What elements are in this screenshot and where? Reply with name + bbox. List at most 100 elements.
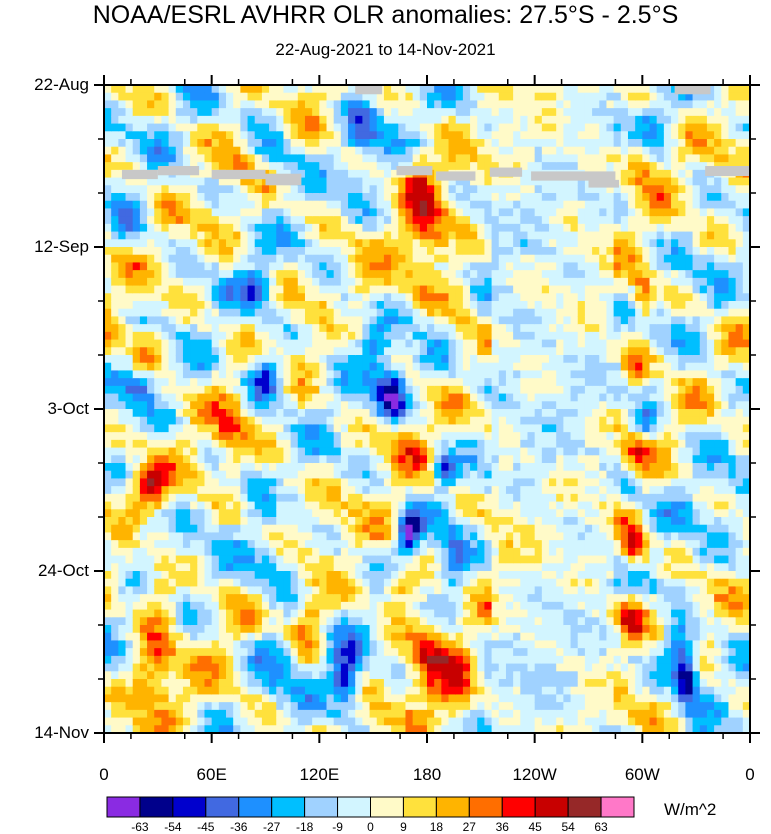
anomaly-cell xyxy=(355,193,363,202)
anomaly-cell xyxy=(398,586,407,595)
anomaly-cell xyxy=(226,409,234,418)
anomaly-cell xyxy=(175,478,184,487)
anomaly-cell xyxy=(376,632,385,642)
anomaly-cell xyxy=(348,316,356,325)
anomaly-cell xyxy=(204,571,213,580)
anomaly-cell xyxy=(240,247,249,256)
anomaly-cell xyxy=(498,632,507,642)
anomaly-cell xyxy=(427,409,435,418)
anomaly-cell xyxy=(118,154,127,163)
anomaly-cell xyxy=(175,501,184,510)
anomaly-cell xyxy=(233,655,241,665)
anomaly-cell xyxy=(326,200,335,210)
anomaly-cell xyxy=(441,277,450,287)
anomaly-cell xyxy=(448,92,457,102)
anomaly-cell xyxy=(348,208,356,217)
anomaly-cell xyxy=(161,100,170,109)
anomaly-cell xyxy=(520,424,529,433)
anomaly-cell xyxy=(398,655,407,665)
anomaly-cell xyxy=(455,416,464,426)
anomaly-cell xyxy=(111,185,119,194)
anomaly-cell xyxy=(233,177,241,186)
anomaly-cell xyxy=(233,463,241,472)
anomaly-cell xyxy=(398,663,407,672)
anomaly-cell xyxy=(498,486,507,495)
anomaly-cell xyxy=(261,139,270,148)
anomaly-cell xyxy=(161,594,170,603)
anomaly-cell xyxy=(190,115,198,125)
anomaly-cell xyxy=(111,339,119,348)
anomaly-cell xyxy=(247,200,256,210)
anomaly-cell xyxy=(125,517,134,526)
anomaly-cell xyxy=(326,702,335,711)
anomaly-cell xyxy=(154,324,163,333)
anomaly-cell xyxy=(470,709,478,719)
anomaly-cell xyxy=(355,115,363,125)
anomaly-cell xyxy=(391,208,399,217)
anomaly-cell xyxy=(154,409,163,418)
anomaly-cell xyxy=(398,532,407,541)
anomaly-cell xyxy=(319,200,328,210)
anomaly-cell xyxy=(398,339,407,348)
anomaly-cell xyxy=(405,285,414,294)
anomaly-cell xyxy=(168,694,177,703)
anomaly-cell xyxy=(132,262,141,271)
anomaly-cell xyxy=(455,463,464,472)
anomaly-cell xyxy=(391,517,399,526)
anomaly-cell xyxy=(484,439,493,449)
anomaly-cell xyxy=(211,339,220,348)
anomaly-cell xyxy=(147,517,155,526)
anomaly-cell xyxy=(419,339,428,348)
anomaly-cell xyxy=(104,625,112,634)
anomaly-cell xyxy=(168,378,177,387)
anomaly-cell xyxy=(211,702,220,711)
anomaly-cell xyxy=(383,385,392,395)
anomaly-cell xyxy=(283,655,292,665)
anomaly-cell xyxy=(211,262,220,271)
anomaly-cell xyxy=(498,455,507,464)
anomaly-cell xyxy=(455,478,464,487)
anomaly-cell xyxy=(340,617,349,626)
anomaly-cell xyxy=(369,702,378,711)
anomaly-cell xyxy=(513,139,521,148)
anomaly-cell xyxy=(326,509,335,518)
anomaly-cell xyxy=(218,185,227,194)
anomaly-cell xyxy=(326,370,335,379)
anomaly-cell xyxy=(498,200,507,210)
anomaly-cell xyxy=(240,532,249,541)
anomaly-cell xyxy=(412,355,421,364)
anomaly-cell xyxy=(254,301,263,310)
anomaly-cell xyxy=(505,247,514,256)
anomaly-cell xyxy=(283,625,292,634)
anomaly-cell xyxy=(247,193,256,202)
anomaly-cell xyxy=(175,324,184,333)
anomaly-cell xyxy=(226,617,234,626)
anomaly-cell xyxy=(182,200,191,210)
anomaly-cell xyxy=(462,92,471,102)
anomaly-cell xyxy=(427,393,435,402)
anomaly-cell xyxy=(240,385,249,395)
anomaly-cell xyxy=(348,532,356,541)
anomaly-cell xyxy=(182,486,191,495)
anomaly-cell xyxy=(376,339,385,348)
anomaly-cell xyxy=(154,609,163,618)
anomaly-cell xyxy=(470,625,478,634)
anomaly-cell xyxy=(204,139,213,148)
anomaly-cell xyxy=(197,301,206,310)
anomaly-cell xyxy=(470,254,478,264)
anomaly-cell xyxy=(111,301,119,310)
anomaly-cell xyxy=(168,200,177,210)
anomaly-cell xyxy=(434,92,442,102)
anomaly-cell xyxy=(383,524,392,534)
anomaly-cell xyxy=(204,108,213,117)
anomaly-cell xyxy=(254,509,263,518)
anomaly-cell xyxy=(204,455,213,464)
anomaly-cell xyxy=(348,586,356,595)
anomaly-cell xyxy=(369,571,378,580)
anomaly-cell xyxy=(484,532,493,541)
anomaly-cell xyxy=(182,424,191,433)
anomaly-cell xyxy=(139,439,148,449)
anomaly-cell xyxy=(161,146,170,156)
anomaly-cell xyxy=(161,231,170,240)
anomaly-cell xyxy=(111,208,119,217)
